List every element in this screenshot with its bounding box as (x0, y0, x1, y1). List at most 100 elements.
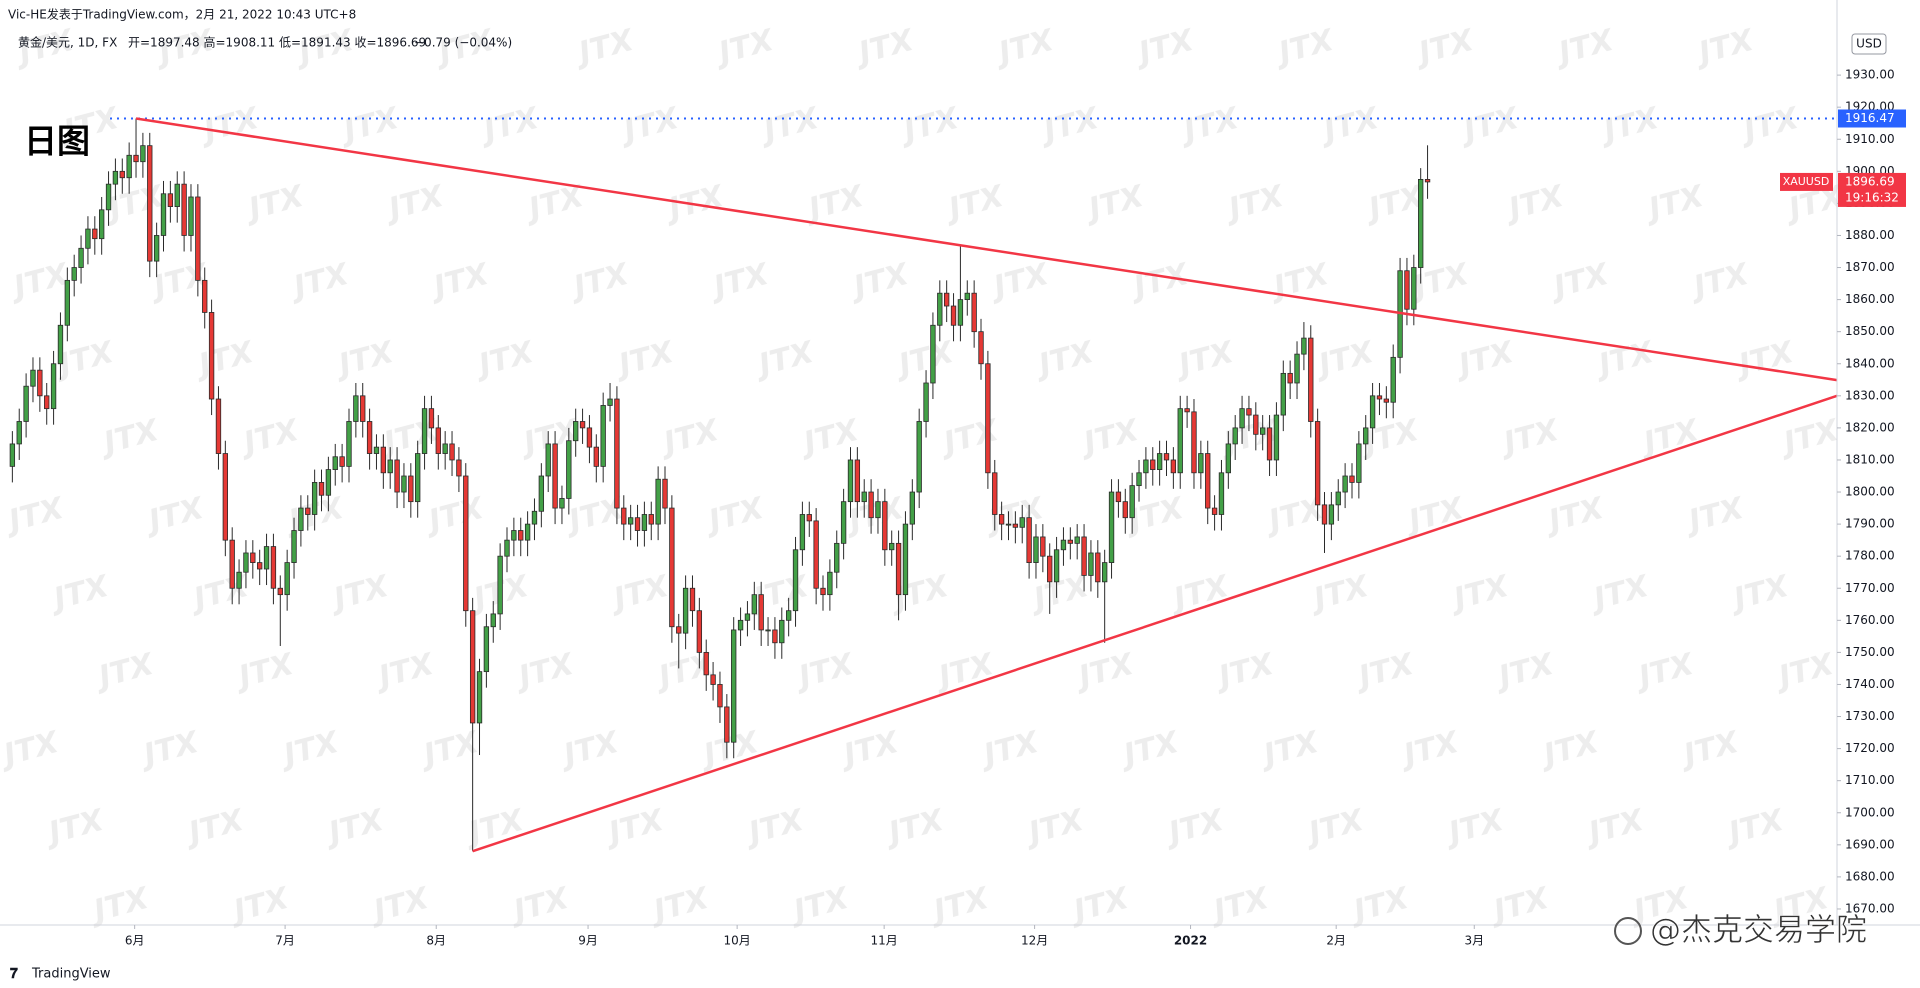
watermark: JTX (90, 646, 159, 696)
candle-body (573, 421, 579, 442)
candle-body (133, 154, 139, 163)
y-tick-label: 1690.00 (1845, 837, 1895, 851)
axes: 1670.00 1680.00 1690.00 1700.00 1710.00 1720.… (125, 68, 1906, 948)
candle-body (1211, 507, 1218, 515)
watermark: JTX (1635, 412, 1704, 462)
countdown: 19:16:32 (1845, 190, 1899, 204)
candle-body (92, 228, 98, 240)
watermark: JTX (565, 256, 634, 306)
candle-body (1205, 453, 1211, 509)
x-tick-label: 10月 (723, 934, 750, 948)
candle-body (1232, 427, 1238, 445)
candle-body (1321, 504, 1328, 525)
watermark: JTX (610, 334, 679, 384)
candle-body (978, 331, 984, 365)
y-tick-label: 1720.00 (1845, 741, 1895, 755)
candle-body (937, 292, 943, 326)
candle-body (600, 405, 606, 467)
y-tick-label: 1930.00 (1845, 68, 1895, 82)
y-tick-label: 1870.00 (1845, 260, 1895, 274)
x-tick-label: 12月 (1021, 934, 1048, 948)
candle-body (37, 369, 43, 397)
candle-body (689, 587, 696, 612)
watermark: JTX (1735, 100, 1804, 150)
currency[interactable]: USD (1856, 37, 1882, 51)
watermark: JTX (195, 100, 264, 150)
watermark: JTX (845, 256, 914, 306)
candle-body (524, 523, 531, 541)
watermark: JTX (1550, 22, 1619, 72)
candle-body (1239, 408, 1245, 429)
candle-body (490, 613, 496, 628)
credit-text: @杰克交易学院 (1650, 913, 1867, 949)
candle-body (1404, 270, 1410, 310)
watermark: JTX (655, 412, 724, 462)
y-tick-label: 1840.00 (1845, 356, 1895, 370)
watermark: JTX (45, 568, 114, 618)
candle-body (1191, 411, 1197, 474)
candle-body (696, 610, 703, 653)
candle-body (298, 507, 304, 531)
y-tick-label: 1880.00 (1845, 228, 1895, 242)
candle-body (1369, 395, 1376, 429)
watermark: JTX (1065, 880, 1134, 930)
candle-body (243, 552, 249, 573)
watermark: JTX (935, 412, 1004, 462)
candle-body (1067, 539, 1073, 544)
candle-body (476, 671, 483, 724)
watermark: JTX (850, 22, 919, 72)
watermark: JTX (1730, 334, 1799, 384)
x-tick-label: 7月 (275, 934, 295, 948)
currency-box[interactable] (1851, 33, 1887, 55)
y-tick-label: 1910.00 (1845, 132, 1895, 146)
candle-body (449, 443, 455, 461)
watermark: JTX (1030, 334, 1099, 384)
watermark: JTX (705, 256, 774, 306)
watermark: JTX (1400, 490, 1469, 540)
watermark: JTX (285, 256, 354, 306)
candle-body (181, 183, 187, 236)
candle-body (731, 629, 737, 743)
watermark: JTX (1485, 880, 1554, 930)
candle-body (140, 145, 146, 163)
candle-body (30, 369, 36, 387)
watermark: JTX (800, 178, 869, 228)
candle-body (1047, 555, 1053, 583)
watermark: JTX (1395, 724, 1464, 774)
candle-body (737, 619, 744, 631)
candle-body (387, 459, 393, 474)
candle-body (222, 453, 228, 541)
watermark: JTX (710, 22, 779, 72)
candle-body (538, 475, 545, 512)
ohlc: 开=1897.48 高=1908.11 低=1891.43 收=1896.69 (128, 35, 426, 50)
candle-body (421, 408, 428, 454)
watermark: JTX (1450, 334, 1519, 384)
watermark: JTX (0, 490, 69, 540)
last-price-tag (1838, 172, 1906, 207)
candle-body (895, 542, 902, 596)
y-tick-label: 1860.00 (1845, 292, 1895, 306)
y-tick-label: 1800.00 (1845, 485, 1895, 499)
symbol: 黄金/美元, 1D, FX (18, 35, 117, 50)
watermark: JTX (1440, 802, 1509, 852)
candle-body (950, 305, 957, 326)
watermark: JTX (1075, 412, 1144, 462)
candle-body (662, 478, 668, 509)
y-tick-label: 1790.00 (1845, 517, 1895, 531)
candle-body (78, 247, 84, 268)
candle-body (875, 501, 881, 519)
watermark: JTX (1535, 724, 1604, 774)
watermark: JTX (140, 490, 209, 540)
watermark: JTX (370, 646, 439, 696)
candle-body (1102, 562, 1108, 583)
candle-body (840, 501, 847, 544)
candle-body (1026, 517, 1032, 563)
candle-body (943, 292, 950, 307)
watermark: JTX (415, 724, 484, 774)
watermark: JTX (85, 880, 154, 930)
watermark: JTX (1350, 646, 1419, 696)
candle-body (1122, 501, 1128, 519)
watermark: JTX (1545, 256, 1614, 306)
change: −0.79 (−0.04%) (414, 36, 512, 50)
watermark: JTX (1310, 334, 1379, 384)
